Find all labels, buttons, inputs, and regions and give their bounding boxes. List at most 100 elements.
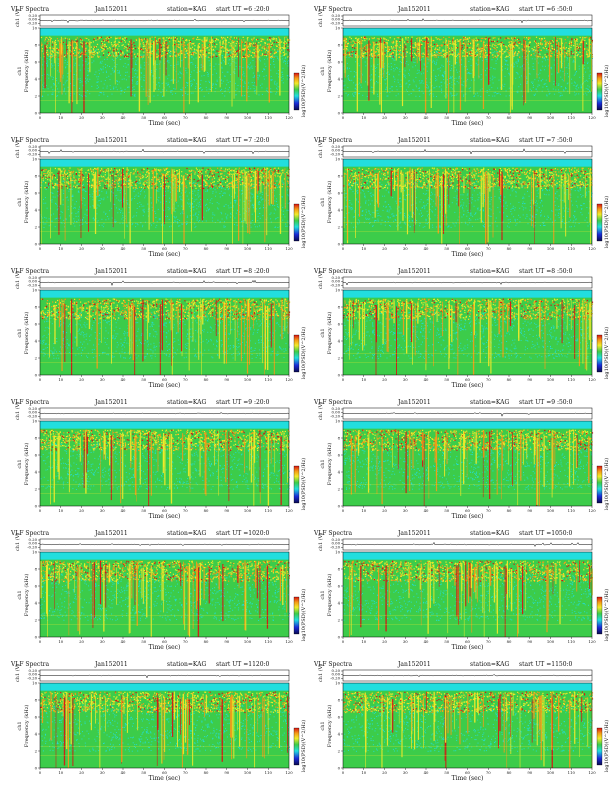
time-tick-label: 110 xyxy=(265,377,273,382)
waveform-axis-label: ch1 (V) xyxy=(14,402,21,420)
waveform-tick-label: 0.20 xyxy=(29,668,38,673)
frequency-tick-label: 0 xyxy=(35,765,38,770)
time-tick-label: 50 xyxy=(141,508,146,513)
frequency-tick-label: 10 xyxy=(32,287,37,292)
time-tick-label: 90 xyxy=(527,377,532,382)
time-tick-label: 40 xyxy=(121,770,126,775)
waveform-trace xyxy=(39,674,290,679)
date-label: Jan152011 xyxy=(397,399,431,406)
time-tick-label: 90 xyxy=(224,770,229,775)
start-time-label: start UT =8 :50:0 xyxy=(519,268,573,275)
waveform-trace xyxy=(342,18,593,24)
time-tick-label: 50 xyxy=(444,115,449,120)
spectrogram-svg: VLF Spectra Jan152011 station=KAG start UT … xyxy=(10,399,307,520)
time-tick-label: 10 xyxy=(58,770,63,775)
time-tick-label: 0 xyxy=(342,246,345,251)
frequency-tick-label: 6 xyxy=(338,452,341,457)
frequency-tick-label: 4 xyxy=(338,207,341,212)
time-tick-label: 40 xyxy=(424,639,429,644)
waveform-axis-label: ch1 (V) xyxy=(14,533,21,551)
channel-axis-label: ch1 xyxy=(320,66,326,75)
waveform-trace xyxy=(342,148,593,155)
time-tick-label: 10 xyxy=(361,639,366,644)
time-tick-label: 70 xyxy=(486,639,491,644)
colorbar-label: log10(PSD)(V^2/Hz) xyxy=(300,196,307,248)
time-tick-label: 100 xyxy=(244,508,252,513)
frequency-axis-label: Frequency (kHz) xyxy=(326,312,333,355)
date-label: Jan152011 xyxy=(397,661,431,668)
time-tick-label: 30 xyxy=(100,639,105,644)
time-axis-label: Time (sec) xyxy=(149,382,181,389)
waveform-tick-label: 0.00 xyxy=(29,17,38,22)
time-tick-label: 90 xyxy=(527,246,532,251)
channel-axis-label: ch1 xyxy=(320,328,326,337)
time-tick-label: 40 xyxy=(121,246,126,251)
time-axis-label: Time (sec) xyxy=(452,644,484,651)
date-label: Jan152011 xyxy=(94,6,128,13)
time-tick-label: 40 xyxy=(424,508,429,513)
time-tick-label: 120 xyxy=(588,377,596,382)
spectrogram-image xyxy=(40,683,290,768)
frequency-tick-label: 6 xyxy=(35,190,38,195)
spectrogram-image xyxy=(343,421,594,506)
spectrogram-panel: VLF Spectra Jan152011 station=KAG start UT … xyxy=(312,660,612,787)
colorbar-label: log10(PSD)(V^2/Hz) xyxy=(603,458,610,510)
frequency-tick-label: 0 xyxy=(35,372,38,377)
chart-title: VLF Spectra xyxy=(10,6,50,13)
colorbar-label: log10(PSD)(V^2/Hz) xyxy=(603,327,610,379)
time-tick-label: 110 xyxy=(265,508,273,513)
time-tick-label: 90 xyxy=(224,508,229,513)
colorbar-label: log10(PSD)(V^2/Hz) xyxy=(300,458,307,510)
start-time-label: start UT =1020:0 xyxy=(216,530,270,537)
frequency-tick-label: 10 xyxy=(335,25,340,30)
time-tick-label: 0 xyxy=(39,770,42,775)
spectrogram-image xyxy=(343,683,594,768)
time-tick-label: 20 xyxy=(382,377,387,382)
frequency-axis-label: Frequency (kHz) xyxy=(326,443,333,486)
time-tick-label: 120 xyxy=(285,639,293,644)
time-tick-label: 60 xyxy=(162,508,167,513)
time-tick-label: 0 xyxy=(39,639,42,644)
spectrogram-image xyxy=(343,552,593,637)
frequency-tick-label: 10 xyxy=(335,287,340,292)
colorbar xyxy=(596,334,603,373)
time-tick-label: 100 xyxy=(547,639,555,644)
date-label: Jan152011 xyxy=(397,268,431,275)
time-axis-label: Time (sec) xyxy=(149,251,181,258)
colorbar xyxy=(596,72,603,111)
waveform-tick-label: -0.20 xyxy=(27,675,37,680)
waveform-axis-label: ch1 (V) xyxy=(14,271,21,289)
frequency-tick-label: 8 xyxy=(35,173,38,178)
date-label: Jan152011 xyxy=(94,137,128,144)
frequency-tick-label: 0 xyxy=(338,110,341,115)
channel-axis-label: ch1 xyxy=(17,66,23,75)
start-time-label: start UT =9 :20:0 xyxy=(216,399,270,406)
frequency-tick-label: 8 xyxy=(338,173,341,178)
waveform-trace xyxy=(39,279,290,287)
waveform-tick-label: 0.00 xyxy=(29,672,38,677)
date-label: Jan152011 xyxy=(94,530,128,537)
time-axis-label: Time (sec) xyxy=(452,120,484,127)
waveform-axis-label: ch1 (V) xyxy=(317,9,324,27)
time-tick-label: 80 xyxy=(204,246,209,251)
frequency-tick-label: 6 xyxy=(338,190,341,195)
time-tick-label: 90 xyxy=(224,246,229,251)
frequency-tick-label: 4 xyxy=(35,731,38,736)
waveform-tick-label: -0.20 xyxy=(27,282,37,287)
time-tick-label: 40 xyxy=(121,377,126,382)
frequency-axis-label: Frequency (kHz) xyxy=(23,705,30,748)
waveform-tick-label: -0.20 xyxy=(330,20,340,25)
frequency-tick-label: 8 xyxy=(35,566,38,571)
frequency-tick-label: 10 xyxy=(335,156,340,161)
time-tick-label: 0 xyxy=(342,639,345,644)
frequency-tick-label: 10 xyxy=(335,549,340,554)
waveform-tick-label: 0.00 xyxy=(332,17,341,22)
time-tick-label: 70 xyxy=(486,770,491,775)
waveform-axis-label: ch1 (V) xyxy=(317,533,324,551)
station-label: station=KAG xyxy=(167,6,206,13)
start-time-label: start UT =1120:0 xyxy=(216,661,270,668)
waveform-tick-label: -0.20 xyxy=(27,151,37,156)
time-tick-label: 100 xyxy=(244,770,252,775)
frequency-tick-label: 4 xyxy=(338,76,341,81)
time-tick-label: 10 xyxy=(361,377,366,382)
